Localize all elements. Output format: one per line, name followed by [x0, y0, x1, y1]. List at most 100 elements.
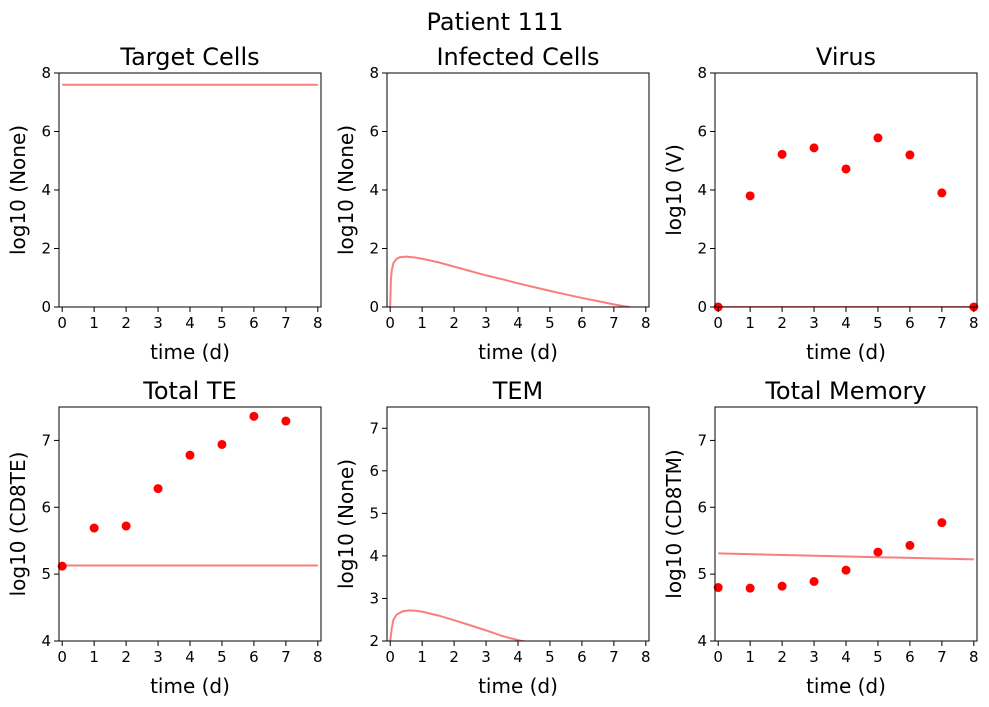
- data-point: [121, 521, 131, 531]
- x-tick-label: 1: [89, 314, 99, 332]
- subplot-title: Total Memory: [764, 377, 926, 405]
- x-tick-label: 2: [449, 648, 459, 666]
- x-tick-label: 1: [745, 314, 755, 332]
- x-tick-label: 6: [905, 648, 915, 666]
- data-point: [841, 164, 851, 174]
- y-tick-label: 4: [41, 632, 51, 650]
- subplot-6: 0 1 2 3 4 5 6 7 8 4 5 6 7 Total Memory time (d) log10 (…: [662, 377, 979, 698]
- x-tick-label: 0: [385, 314, 395, 332]
- y-axis-label: log10 (V): [662, 144, 686, 236]
- subplot-3: 0 1 2 3 4 5 6 7 8 0 2 4 6 8 Virus time (d) log10 (V): [662, 43, 979, 364]
- x-tick-label: 7: [937, 648, 947, 666]
- x-tick-label: 5: [873, 314, 883, 332]
- x-tick-label: 0: [57, 648, 67, 666]
- plot-frame: [58, 406, 322, 642]
- x-tick-label: 2: [121, 648, 131, 666]
- x-tick-label: 3: [153, 314, 163, 332]
- data-point: [217, 439, 227, 449]
- x-tick-label: 4: [841, 648, 851, 666]
- y-tick-label: 4: [41, 181, 51, 199]
- data-point: [777, 581, 787, 591]
- y-tick-label: 4: [697, 181, 707, 199]
- subplot-5: 0 1 2 3 4 5 6 7 8 2 3 4 5 6 7 TEM time (d) log10 (None): [334, 377, 651, 698]
- x-tick-label: 2: [777, 648, 787, 666]
- x-tick-label: 3: [809, 648, 819, 666]
- data-point: [809, 576, 819, 586]
- x-tick-label: 5: [217, 314, 227, 332]
- x-tick-label: 4: [513, 648, 523, 666]
- data-point: [281, 416, 291, 426]
- subplot-title: Infected Cells: [436, 43, 599, 71]
- subplot-grid: 0 1 2 3 4 5 6 7 8 0 2 4 6 8 Target Cells time (d) log10 …: [6, 43, 979, 698]
- data-point: [841, 565, 851, 575]
- y-tick-label: 0: [697, 298, 707, 316]
- x-tick-label: 8: [969, 648, 979, 666]
- x-axis-label: time (d): [150, 340, 230, 364]
- data-point: [153, 484, 163, 494]
- x-tick-label: 5: [217, 648, 227, 666]
- plot-frame: [714, 72, 978, 308]
- x-tick-label: 6: [249, 648, 259, 666]
- y-tick-label: 5: [41, 565, 51, 583]
- data-point: [905, 150, 915, 160]
- y-tick-label: 0: [369, 298, 379, 316]
- x-tick-label: 3: [809, 314, 819, 332]
- y-tick-label: 6: [369, 123, 379, 141]
- plot-frame: [58, 72, 322, 308]
- y-tick-label: 4: [369, 181, 379, 199]
- model-line: [389, 609, 525, 641]
- x-tick-label: 7: [609, 648, 619, 666]
- y-tick-label: 6: [697, 123, 707, 141]
- y-axis-label: log10 (CD8TE): [6, 452, 30, 597]
- data-point: [249, 411, 259, 421]
- y-tick-label: 4: [697, 632, 707, 650]
- x-axis-label: time (d): [478, 340, 558, 364]
- x-tick-label: 4: [185, 314, 195, 332]
- data-point: [185, 450, 195, 460]
- x-tick-label: 0: [57, 314, 67, 332]
- y-tick-label: 6: [41, 123, 51, 141]
- x-tick-label: 1: [89, 648, 99, 666]
- x-tick-label: 6: [577, 648, 587, 666]
- x-tick-label: 6: [249, 314, 259, 332]
- data-point: [905, 540, 915, 550]
- data-point: [937, 518, 947, 528]
- x-tick-label: 6: [577, 314, 587, 332]
- subplot-title: TEM: [492, 377, 544, 405]
- x-tick-label: 2: [121, 314, 131, 332]
- x-tick-label: 7: [609, 314, 619, 332]
- x-tick-label: 5: [545, 314, 555, 332]
- y-axis-label: log10 (CD8TM): [662, 449, 686, 598]
- x-tick-label: 1: [417, 648, 427, 666]
- subplot-title: Target Cells: [119, 43, 259, 71]
- x-tick-label: 3: [153, 648, 163, 666]
- plot-frame: [386, 406, 650, 642]
- y-tick-label: 8: [697, 64, 707, 82]
- x-tick-label: 1: [417, 314, 427, 332]
- x-tick-label: 6: [905, 314, 915, 332]
- x-tick-label: 4: [185, 648, 195, 666]
- x-axis-label: time (d): [478, 674, 558, 698]
- x-tick-label: 8: [641, 314, 651, 332]
- data-point: [777, 149, 787, 159]
- y-tick-label: 2: [41, 240, 51, 258]
- x-tick-label: 2: [449, 314, 459, 332]
- y-tick-label: 2: [697, 240, 707, 258]
- data-point: [745, 583, 755, 593]
- data-point: [745, 191, 755, 201]
- x-tick-label: 8: [313, 314, 323, 332]
- y-tick-label: 6: [697, 498, 707, 516]
- data-point: [57, 561, 67, 571]
- x-tick-label: 8: [313, 648, 323, 666]
- y-tick-label: 8: [41, 64, 51, 82]
- y-tick-label: 5: [369, 504, 379, 522]
- subplot-2: 0 1 2 3 4 5 6 7 8 0 2 4 6 8 Infected Cells time (d) log1…: [334, 43, 651, 364]
- y-axis-label: log10 (None): [334, 125, 358, 255]
- y-tick-label: 7: [41, 431, 51, 449]
- subplot-title: Total TE: [142, 377, 237, 405]
- y-tick-label: 6: [41, 498, 51, 516]
- y-tick-label: 5: [697, 565, 707, 583]
- subplot-1: 0 1 2 3 4 5 6 7 8 0 2 4 6 8 Target Cells time (d) log10 …: [6, 43, 323, 364]
- plot-frame: [386, 72, 650, 308]
- y-tick-label: 3: [369, 589, 379, 607]
